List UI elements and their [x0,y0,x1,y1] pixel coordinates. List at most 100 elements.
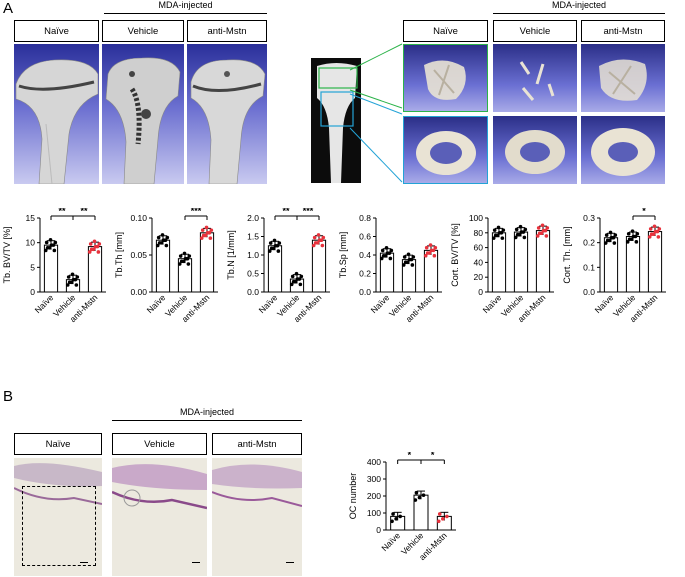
data-point [379,256,384,261]
data-point [273,243,278,248]
data-point [385,251,390,255]
y-tick-label: 300 [367,474,381,484]
bar-1 [513,231,529,293]
data-point [160,233,165,237]
label-naive-a-left: Naïve [14,20,99,42]
data-point [648,227,653,231]
data-point [201,233,206,238]
data-point [93,244,98,249]
data-point [398,514,403,519]
histology-anti-mstn [212,458,302,576]
mda-header-line-b [112,420,302,421]
data-point [390,519,394,524]
data-point [535,234,540,238]
data-point [96,250,101,254]
label-anti-mstn-a-right: anti-Mstn [581,20,665,42]
mda-header-line-left [104,13,267,14]
data-point [199,236,204,240]
data-point [204,225,209,230]
data-point [544,234,549,238]
data-point [164,243,169,248]
data-point [178,254,183,258]
data-point [657,227,662,231]
data-point [71,277,76,282]
y-tick-label: 0.1 [583,262,595,272]
data-point [298,282,303,287]
data-point [92,239,97,244]
data-point [445,514,449,519]
data-point [541,228,546,233]
y-tick-label: 5 [30,262,35,272]
data-point [441,517,445,521]
data-point [45,245,50,250]
data-point [156,235,161,240]
y-tick-label: 0.5 [247,269,259,279]
data-point [514,227,519,232]
label-naive-a-right: Naïve [403,20,488,42]
data-point [70,272,75,277]
bar-2 [199,232,215,293]
y-tick-label: 0.6 [359,232,371,242]
data-point [89,247,94,252]
data-point [402,255,407,259]
data-point [290,274,295,279]
panel-b-letter: B [3,388,14,405]
y-tick-label: 80 [474,228,484,238]
y-axis-label: Tb.Sp [mm] [338,232,348,279]
data-point [436,519,441,524]
data-point [276,249,281,253]
significance-label: ** [80,208,88,216]
data-point [605,238,610,243]
data-point [200,228,205,232]
data-point [381,254,386,258]
data-point [177,262,182,266]
trabecular-render-naive [403,44,488,112]
data-point [44,240,49,245]
data-point [604,233,609,237]
data-point [613,233,618,237]
data-point [609,235,614,240]
data-point [411,255,416,259]
chart-tb-th: Tb.Th [mm]0.000.050.10NaïveVehicleanti-M… [114,208,218,324]
data-point [179,259,184,264]
label-vehicle-a-right: Vehicle [493,20,577,42]
data-point [423,253,428,258]
data-point [492,228,497,232]
bar-0 [603,237,619,293]
data-point [437,512,442,516]
data-point [493,233,498,238]
label-anti-mstn-a-left: anti-Mstn [187,20,267,42]
data-point [407,257,412,262]
data-point [424,245,429,250]
data-point [75,275,80,279]
data-point [515,232,520,237]
y-tick-label: 10 [26,238,36,248]
y-tick-label: 0.00 [130,287,147,297]
bone-render-naive [14,44,99,184]
data-point [608,230,613,235]
label-vehicle-b: Vehicle [112,433,207,455]
data-point [267,249,272,253]
data-point [649,232,654,237]
data-point [491,236,496,240]
data-point [183,256,188,261]
y-tick-label: 0.10 [130,213,147,223]
data-point [52,248,57,253]
data-point [311,243,316,248]
data-point [67,280,72,285]
y-tick-label: 0.2 [583,238,595,248]
data-point [321,235,326,240]
cortical-render-anti-mstn [581,116,665,184]
data-point [157,241,162,245]
significance-label: * [408,452,412,460]
bar-0 [43,244,59,293]
data-point [209,228,214,232]
data-point [497,231,502,235]
significance-label: * [431,452,435,460]
y-tick-label: 0.2 [359,269,371,279]
significance-label: * [642,208,646,216]
data-point [49,243,54,247]
data-point [161,238,166,242]
bar-0 [491,232,507,293]
data-point [155,243,160,248]
